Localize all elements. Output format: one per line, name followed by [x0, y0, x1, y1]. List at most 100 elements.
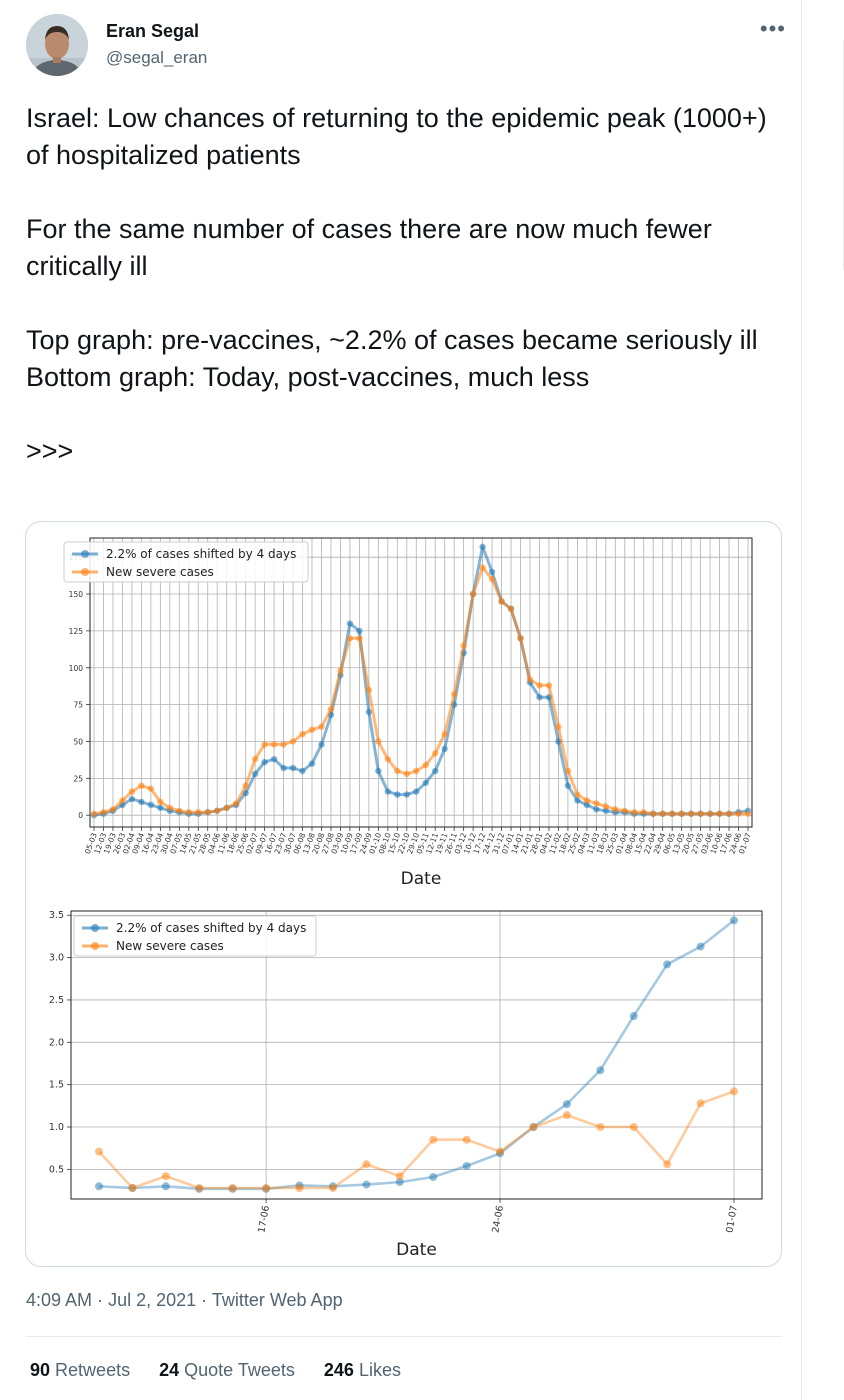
tweet-text: Israel: Low chances of returning to the …	[26, 103, 767, 466]
top-series-2-point	[432, 750, 439, 757]
top-legend-label-2: New severe cases	[106, 565, 214, 579]
retweets-count: 90	[30, 1360, 51, 1380]
more-horizontal-icon[interactable]: •••	[759, 16, 786, 41]
bottom-y-tick-label: 2.0	[49, 1037, 64, 1048]
top-series-1-point	[147, 801, 155, 809]
top-series-2-point	[365, 686, 373, 694]
bottom-series-1-point	[395, 1178, 404, 1187]
bottom-legend-label-2: New severe cases	[116, 939, 224, 953]
top-series-2-point	[166, 804, 174, 812]
top-series-2-point	[337, 667, 344, 674]
bottom-series-1-point	[696, 942, 705, 951]
avatar-image	[26, 14, 88, 76]
top-series-2-point	[232, 800, 240, 807]
bottom-series-1-point	[730, 916, 738, 925]
bottom-x-tick-label: 24-06	[490, 1205, 506, 1234]
top-series-2-point	[308, 726, 316, 733]
top-series-1-point	[128, 795, 136, 803]
likes-stat[interactable]: 246 Likes	[324, 1360, 401, 1380]
tweet: Eran Segal @segal_eran ••• Israel: Low c…	[25, 0, 802, 1400]
meta-separator-2: ·	[201, 1290, 208, 1310]
user-handle[interactable]: @segal_eran	[106, 48, 208, 67]
meta-separator: ·	[97, 1290, 104, 1310]
bottom-series-2-point	[562, 1111, 571, 1120]
top-series-2-point	[422, 761, 429, 769]
tweet-source[interactable]: Twitter Web App	[211, 1290, 343, 1310]
top-series-2-point	[214, 807, 221, 814]
top-series-1-point	[251, 770, 259, 778]
top-series-2-point	[583, 797, 591, 804]
top-series-2-point	[526, 676, 534, 683]
top-series-2-point	[507, 605, 515, 612]
top-series-2-point	[450, 691, 458, 698]
top-series-2-point	[678, 810, 685, 817]
bottom-series-2-point	[228, 1183, 237, 1192]
bottom-series-2-point	[295, 1183, 304, 1192]
avatar[interactable]	[26, 14, 88, 76]
top-series-1-point	[394, 791, 401, 798]
top-series-2-point	[650, 810, 657, 817]
top-series-1-point	[308, 760, 316, 767]
top-legend-marker-2	[81, 568, 89, 576]
top-series-1-line	[93, 545, 749, 817]
retweets-stat[interactable]: 90 Retweets	[30, 1360, 130, 1380]
top-series-1-point	[403, 791, 410, 798]
top-series-2-point	[109, 806, 117, 813]
bottom-series-1-point	[663, 960, 672, 969]
top-series-2-point	[744, 810, 752, 817]
bottom-series-2-point	[529, 1123, 538, 1131]
top-series-2-point	[612, 806, 619, 813]
top-series-2-point	[735, 810, 742, 817]
top-series-2-point	[706, 810, 714, 817]
bottom-series-1-point	[462, 1161, 471, 1170]
top-series-1-point	[479, 543, 486, 551]
bottom-series-2-point	[362, 1160, 371, 1169]
bottom-series-2-point	[496, 1147, 505, 1156]
bottom-legend-label-1: 2.2% of cases shifted by 4 days	[116, 921, 306, 935]
top-series-1-point	[602, 807, 610, 814]
top-series-2-point	[460, 642, 467, 649]
top-legend-marker-1	[81, 550, 89, 558]
bottom-series-1-point	[629, 1012, 638, 1021]
tweet-date[interactable]: Jul 2, 2021	[108, 1290, 197, 1310]
top-series-1-point	[536, 694, 543, 701]
top-series-1-point	[365, 708, 373, 716]
bottom-series-2-point	[629, 1123, 638, 1131]
bottom-y-tick-label: 2.5	[49, 995, 64, 1006]
charts-figure: 025507510012515017505-0312-0319-0326-030…	[49, 537, 763, 1260]
top-series-2-point	[593, 800, 600, 807]
top-series-2-point	[128, 788, 136, 795]
bottom-legend-marker-1	[91, 924, 99, 932]
top-series-1-point	[488, 568, 496, 576]
top-series-2-point	[725, 810, 733, 817]
bottom-series-1-point	[95, 1182, 103, 1191]
top-series-2-point	[697, 810, 704, 817]
bottom-series-2-point	[128, 1183, 137, 1192]
top-series-2-point	[299, 730, 306, 738]
top-series-2-point	[536, 682, 543, 689]
top-series-2-point	[441, 730, 448, 738]
top-series-2-point	[621, 807, 628, 814]
top-series-2-point	[413, 767, 420, 775]
top-series-1-point	[574, 797, 581, 804]
quote-tweets-stat[interactable]: 24 Quote Tweets	[159, 1360, 295, 1380]
bottom-y-tick-label: 1.0	[49, 1122, 64, 1133]
bottom-x-axis-label: Date	[396, 1240, 437, 1260]
top-series-2-point	[280, 741, 287, 748]
top-series-1-point	[138, 798, 145, 806]
bottom-y-tick-label: 3.5	[49, 910, 64, 921]
top-series-2-point	[384, 755, 392, 763]
top-series-2-point	[138, 782, 145, 789]
top-series-2-point	[602, 803, 610, 810]
top-series-1-point	[261, 758, 268, 766]
tweet-time[interactable]: 4:09 AM	[26, 1290, 93, 1310]
tweet-media-image[interactable]: 025507510012515017505-0312-0319-0326-030…	[25, 521, 782, 1267]
top-series-2-point	[270, 741, 278, 748]
top-series-1-point	[318, 741, 325, 748]
top-series-1-point	[583, 801, 591, 809]
top-series-2-point	[100, 809, 107, 816]
bottom-series-2-point	[429, 1135, 438, 1144]
user-name[interactable]: Eran Segal	[106, 21, 200, 41]
top-series-2-point	[517, 635, 524, 642]
top-series-2-point	[555, 723, 562, 730]
